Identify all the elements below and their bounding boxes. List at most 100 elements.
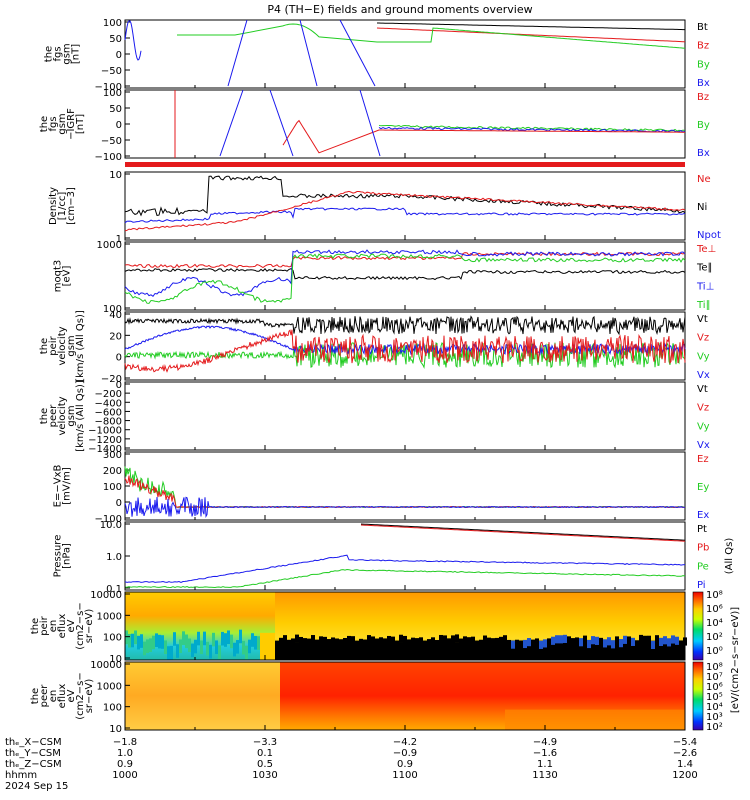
spectrogram-cell: [523, 639, 527, 649]
legend-Bx: Bx: [697, 148, 710, 159]
spectrogram-cell: [611, 640, 615, 649]
figure-title: P4 (TH−E) fields and ground moments over…: [267, 3, 532, 16]
spectrogram-cell: [149, 638, 152, 652]
y-tick-label: 0: [116, 120, 122, 131]
y-axis-label-line: gsm: [62, 43, 73, 64]
axis-row-value: 1000: [112, 770, 137, 781]
y-tick-label: 10: [109, 654, 122, 665]
spectrogram-cell: [307, 638, 311, 647]
series-vz: [124, 329, 686, 373]
panel-peer-spec: 10000 1000 100 10 thepeerenefluxeV(cm2−s−sr−…: [30, 660, 686, 735]
spectrogram-cell: [395, 640, 399, 649]
series-ti-perp: [124, 249, 686, 298]
y-axis-label-line: velocity: [57, 326, 68, 365]
colorbar-tick-label: 10⁸: [706, 590, 723, 601]
legend-Vx: Vx: [697, 440, 710, 451]
spectrogram-cell: [143, 641, 146, 656]
series-bx: [378, 126, 686, 133]
y-axis-label-line: peir: [48, 335, 59, 355]
spectrogram-cell: [335, 638, 339, 647]
spectrogram-cell: [531, 639, 535, 648]
y-axis-label-line: eflux: [57, 684, 68, 709]
legend-Vz: Vz: [697, 403, 709, 414]
y-axis-label-line: [km/s (All Qs)]: [75, 310, 86, 382]
axis-row-value: −1.6: [533, 748, 557, 759]
spectrogram-cell: [152, 635, 155, 650]
spectrogram-cell: [128, 634, 131, 648]
date-label: 2024 Sep 15: [5, 781, 68, 792]
spectrogram-cell: [675, 636, 679, 645]
y-axis-label-line: [km/s (All Qs)]: [75, 380, 86, 452]
spectrogram-cell: [315, 639, 319, 648]
series-te-par: [124, 268, 686, 281]
spectrogram-cell: [451, 635, 455, 644]
spectrogram-cell: [671, 635, 675, 644]
spectrogram-cell: [212, 632, 215, 647]
series-ti-par: [124, 253, 686, 304]
y-axis-label-line: eflux: [57, 614, 68, 639]
spectrogram-cell: [427, 639, 431, 648]
spectrogram-cell: [375, 638, 379, 647]
axis-row-value: 1100: [392, 770, 417, 781]
y-axis-label-line: the: [39, 408, 50, 424]
axis-row-value: −2.6: [673, 748, 697, 759]
y-tick-label: −1400: [88, 444, 122, 455]
spectrogram-cell: [275, 640, 279, 649]
y-tick-label: −600: [95, 407, 122, 418]
spectrogram-cell: [245, 645, 248, 660]
spectrogram-cell: [209, 644, 212, 659]
spectrogram-cell: [591, 636, 595, 645]
spectrogram-cell: [563, 634, 567, 643]
y-tick-label: −20: [101, 374, 122, 385]
panel-frame: [124, 521, 686, 591]
y-tick-label: 1.0: [106, 552, 122, 563]
spectrogram-early: [125, 662, 280, 730]
axis-row-value: −4.9: [533, 737, 557, 748]
legend-Npot: Npot: [697, 230, 721, 241]
spectrogram-cell: [379, 637, 383, 646]
y-tick-label: −200: [95, 389, 122, 400]
colorbar-2: [692, 661, 704, 731]
spectrogram-cell: [559, 635, 563, 644]
spectrogram-cell: [475, 640, 479, 649]
spectrogram-cell: [423, 640, 427, 649]
legend-Pi: Pi: [697, 580, 706, 591]
y-axis-label-line: sr−eV): [84, 609, 95, 644]
legend-Pe: Pe: [697, 561, 709, 572]
axis-row-value: 0.1: [257, 748, 273, 759]
colorbar-tick-label: 10⁶: [706, 604, 723, 615]
panel-temperature: 1000 100 moqt3[eV] Te⊥ Te∥ Ti⊥ Ti∥: [53, 240, 717, 315]
spectrogram-cell: [391, 636, 395, 645]
colorbar-tick-label: 10⁷: [706, 672, 723, 683]
series-npot: [124, 207, 686, 224]
spectrogram-cell: [387, 635, 391, 645]
y-tick-label: −800: [95, 417, 122, 428]
y-axis-label-line: fgs: [53, 46, 64, 61]
series-pb: [360, 524, 686, 542]
spectrogram-cell: [295, 634, 299, 643]
y-tick-label: 50: [109, 34, 122, 45]
legend-Ez: Ez: [697, 454, 709, 465]
y-tick-label: −1000: [88, 426, 122, 437]
y-axis-label-line: (cm2−s−: [75, 672, 86, 719]
spectrogram-cell: [555, 635, 559, 644]
legend-Bt: Bt: [697, 22, 708, 33]
spectrogram-cell: [279, 637, 283, 646]
spectrogram-cell: [567, 636, 571, 645]
y-tick-label: 0: [116, 50, 122, 61]
y-axis-label-line: sr−eV): [84, 679, 95, 714]
spectrogram-cell: [643, 635, 647, 644]
colorbar-tick-label: 10⁴: [706, 618, 723, 629]
spectrogram-cell: [291, 638, 295, 647]
spectrogram-cell: [137, 635, 140, 650]
axis-row-label: thₑ_Z−CSM: [5, 759, 62, 770]
spectrogram-cell: [206, 641, 209, 656]
spectrogram-cell: [236, 640, 239, 654]
spectrogram-cell: [251, 633, 254, 647]
series-by: [177, 23, 686, 49]
spectrogram-burst: [260, 632, 275, 660]
spectrogram-cell: [179, 639, 182, 654]
